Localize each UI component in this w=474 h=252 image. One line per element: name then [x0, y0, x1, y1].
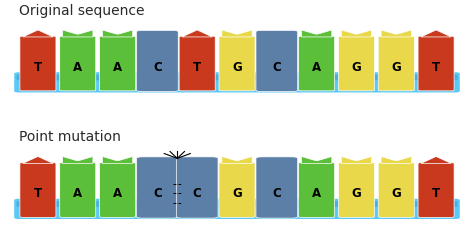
Polygon shape: [182, 31, 212, 38]
Text: A: A: [73, 60, 82, 73]
Text: T: T: [34, 60, 42, 73]
Text: C: C: [153, 60, 162, 73]
FancyBboxPatch shape: [137, 31, 178, 92]
FancyBboxPatch shape: [418, 37, 454, 91]
Text: T: T: [193, 60, 201, 73]
FancyBboxPatch shape: [299, 163, 335, 217]
Polygon shape: [341, 31, 372, 38]
FancyBboxPatch shape: [137, 157, 178, 218]
FancyBboxPatch shape: [179, 37, 215, 91]
Polygon shape: [421, 31, 451, 38]
FancyBboxPatch shape: [219, 163, 255, 217]
Polygon shape: [102, 31, 133, 38]
Polygon shape: [63, 157, 93, 164]
Polygon shape: [222, 31, 252, 38]
FancyBboxPatch shape: [378, 37, 414, 91]
Text: G: G: [232, 186, 242, 199]
Polygon shape: [381, 157, 411, 164]
Polygon shape: [421, 157, 451, 164]
Text: A: A: [113, 186, 122, 199]
Text: Point mutation: Point mutation: [19, 130, 121, 144]
Text: G: G: [352, 186, 361, 199]
Polygon shape: [23, 157, 53, 164]
Polygon shape: [63, 31, 93, 38]
FancyBboxPatch shape: [20, 37, 56, 91]
Text: A: A: [113, 60, 122, 73]
FancyBboxPatch shape: [100, 37, 136, 91]
Text: A: A: [312, 186, 321, 199]
Text: T: T: [432, 186, 440, 199]
FancyBboxPatch shape: [378, 163, 414, 217]
Text: Original sequence: Original sequence: [19, 4, 145, 18]
FancyBboxPatch shape: [100, 163, 136, 217]
Text: G: G: [392, 186, 401, 199]
FancyBboxPatch shape: [256, 157, 298, 218]
Text: G: G: [392, 60, 401, 73]
Text: C: C: [273, 186, 281, 199]
Text: A: A: [312, 60, 321, 73]
Polygon shape: [341, 157, 372, 164]
Text: G: G: [232, 60, 242, 73]
FancyBboxPatch shape: [14, 199, 460, 219]
Polygon shape: [381, 31, 411, 38]
FancyBboxPatch shape: [219, 37, 255, 91]
Text: C: C: [273, 60, 281, 73]
Text: C: C: [153, 186, 162, 199]
Text: T: T: [34, 186, 42, 199]
Polygon shape: [301, 157, 332, 164]
Text: C: C: [193, 186, 201, 199]
Text: G: G: [352, 60, 361, 73]
Polygon shape: [222, 157, 252, 164]
FancyBboxPatch shape: [17, 75, 457, 81]
FancyBboxPatch shape: [256, 31, 298, 92]
FancyBboxPatch shape: [20, 163, 56, 217]
Polygon shape: [102, 157, 133, 164]
FancyBboxPatch shape: [418, 163, 454, 217]
FancyBboxPatch shape: [299, 37, 335, 91]
Text: T: T: [432, 60, 440, 73]
FancyBboxPatch shape: [338, 163, 374, 217]
Polygon shape: [23, 31, 53, 38]
FancyBboxPatch shape: [17, 201, 457, 207]
Polygon shape: [301, 31, 332, 38]
FancyBboxPatch shape: [14, 73, 460, 93]
Text: A: A: [73, 186, 82, 199]
FancyBboxPatch shape: [176, 157, 218, 218]
FancyBboxPatch shape: [60, 37, 96, 91]
FancyBboxPatch shape: [338, 37, 374, 91]
FancyBboxPatch shape: [60, 163, 96, 217]
